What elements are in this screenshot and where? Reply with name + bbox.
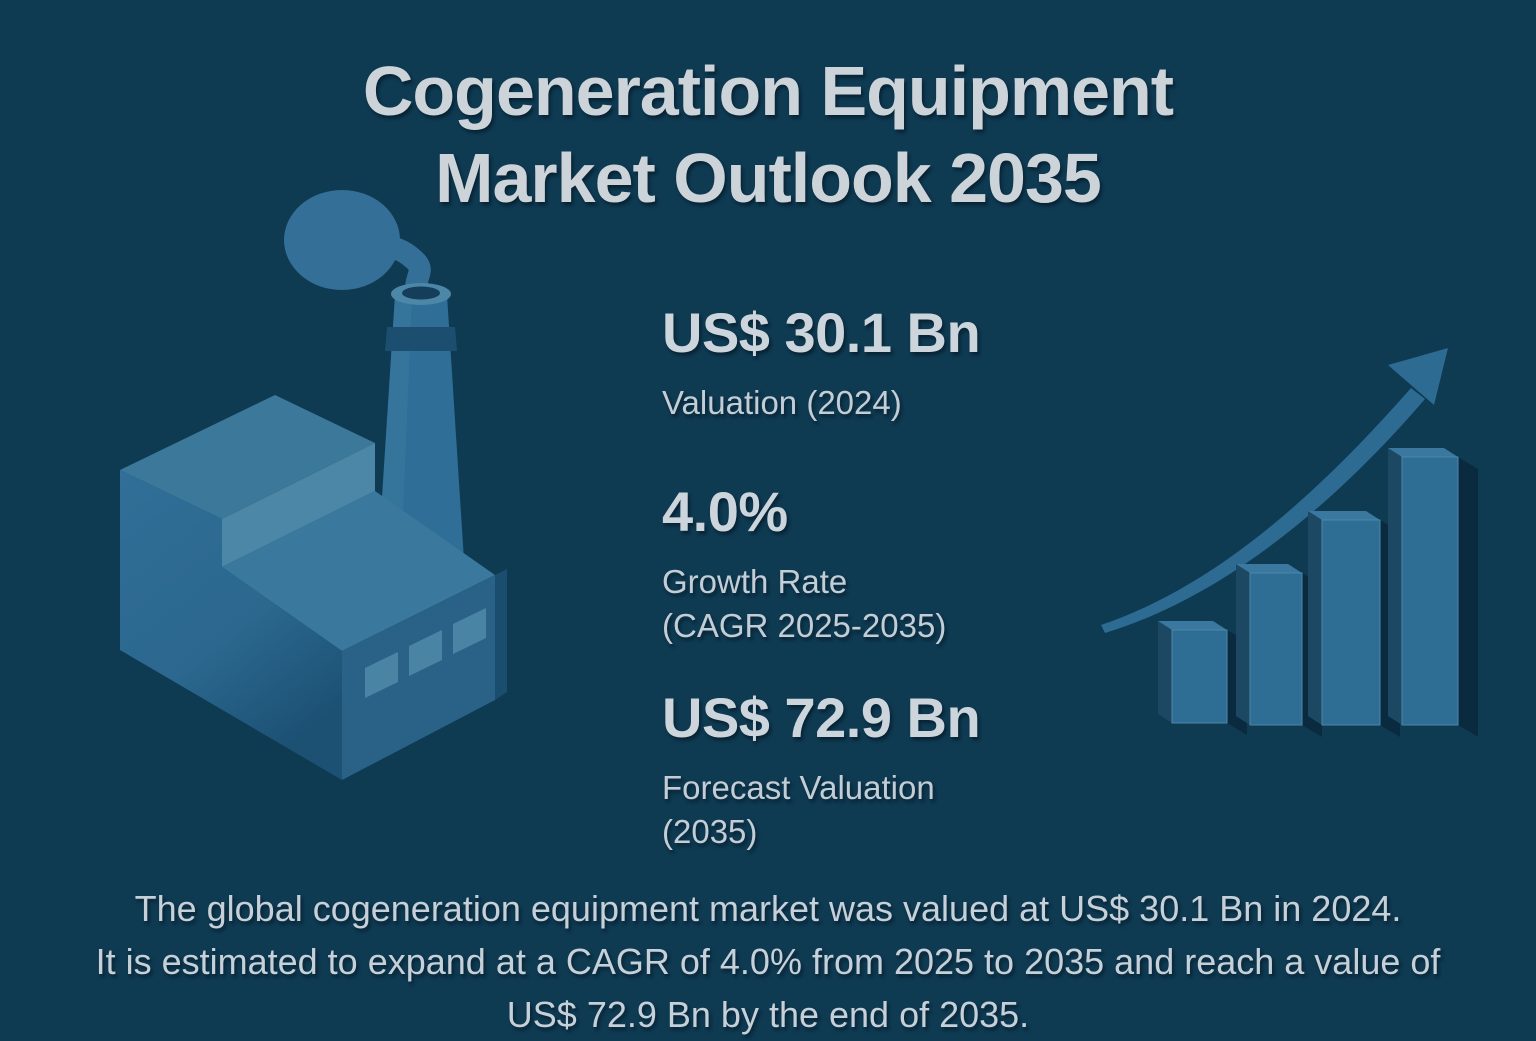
bar-3: [1308, 511, 1400, 737]
stat-forecast-2035-label: Forecast Valuation: [662, 769, 935, 806]
bar-4: [1388, 448, 1478, 737]
summary-line1: The global cogeneration equipment market…: [134, 888, 1402, 929]
smoke-icon: [284, 190, 431, 311]
page-title-line1: Cogeneration Equipment: [362, 52, 1174, 130]
stat-growth-rate-value: 4.0%: [662, 480, 788, 543]
chimney-icon: [378, 283, 464, 560]
summary-line2: It is estimated to expand at a CAGR of 4…: [95, 941, 1441, 982]
stat-valuation-2024: US$ 30.1 Bn Valuation (2024): [662, 301, 981, 425]
factory-building: [120, 395, 507, 780]
summary-line3: US$ 72.9 Bn by the end of 2035.: [506, 994, 1030, 1035]
growth-arrow-icon: [1101, 348, 1448, 633]
bar-1: [1158, 621, 1247, 735]
page-title-line2: Market Outlook 2035: [435, 139, 1102, 217]
summary-paragraph: The global cogeneration equipment market…: [0, 882, 1536, 1041]
factory-windows: [365, 608, 486, 698]
stat-growth-rate-label2: (CAGR 2025-2035): [662, 607, 947, 644]
stat-valuation-2024-label: Valuation (2024): [662, 384, 902, 421]
stat-valuation-2024-value: US$ 30.1 Bn: [662, 301, 981, 364]
page-title: Cogeneration Equipment Market Outlook 20…: [0, 48, 1536, 222]
stat-growth-rate: 4.0% Growth Rate (CAGR 2025-2035): [662, 482, 946, 648]
stat-forecast-2035-value: US$ 72.9 Bn: [662, 686, 981, 749]
stat-growth-rate-label: Growth Rate: [662, 563, 848, 600]
stat-forecast-2035-label2: (2035): [662, 813, 758, 850]
growth-bar-chart-icon: [1101, 348, 1478, 737]
factory-icon: [120, 190, 507, 780]
stat-forecast-2035: US$ 72.9 Bn Forecast Valuation (2035): [662, 686, 981, 854]
